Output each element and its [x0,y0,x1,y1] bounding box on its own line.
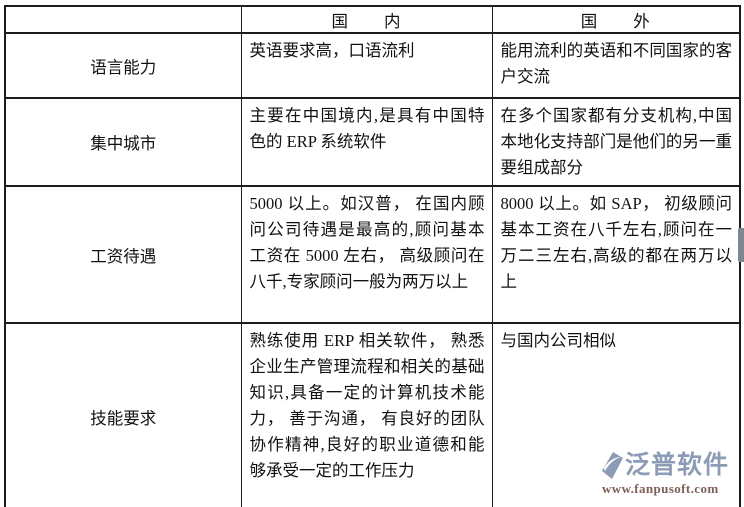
col-header-foreign: 国 外 [491,5,741,34]
cell-salary-foreign: 8000 以上。如 SAP， 初级顾问基本工资在八千左右,顾问在一万二三左右,高… [491,185,741,324]
watermark-url-text: www.fanpusoft.com [602,481,719,496]
table-row-cities: 集中城市 主要在中国境内,是具有中国特色的 ERP 系统软件 在多个国家都有分支… [4,97,741,187]
row-label-cities: 集中城市 [4,97,242,187]
cell-salary-domestic: 5000 以上。如汉普， 在国内顾问公司待遇是最高的,顾问基本工资在 5000 … [240,185,493,324]
fanpu-diamond-logo-icon [602,452,623,479]
corner-cell [4,5,242,34]
watermark-brand-text: 泛普软件 [625,452,730,479]
row-label-language: 语言能力 [4,32,242,99]
row-label-salary: 工资待遇 [4,185,242,324]
table-row-language: 语言能力 英语要求高，口语流利 能用流利的英语和不同国家的客户交流 [4,32,741,99]
table-row-skills: 技能要求 熟练使用 ERP 相关软件， 熟悉企业生产管理流程和相关的基础知识,具… [4,322,741,507]
cell-language-domestic: 英语要求高，口语流利 [240,32,493,99]
cell-skills-foreign: 与国内公司相似 [491,322,741,507]
watermark: 泛普软件 www.fanpusoft.com [602,452,738,495]
col-header-domestic: 国 内 [240,5,493,34]
comparison-table: 国 内 国 外 语言能力 英语要求高，口语流利 能用流利的英语和不同国家的客户交… [4,5,741,507]
cell-language-foreign: 能用流利的英语和不同国家的客户交流 [491,32,741,99]
vertical-scrollbar-thumb[interactable] [738,228,744,262]
table-row-salary: 工资待遇 5000 以上。如汉普， 在国内顾问公司待遇是最高的,顾问基本工资在 … [4,185,741,324]
header-row: 国 内 国 外 [4,5,741,34]
cell-cities-domestic: 主要在中国境内,是具有中国特色的 ERP 系统软件 [240,97,493,187]
cell-cities-foreign: 在多个国家都有分支机构,中国本地化支持部门是他们的另一重要组成部分 [491,97,741,187]
cell-skills-domestic: 熟练使用 ERP 相关软件， 熟悉企业生产管理流程和相关的基础知识,具备一定的计… [240,322,493,507]
row-label-skills: 技能要求 [4,322,242,507]
